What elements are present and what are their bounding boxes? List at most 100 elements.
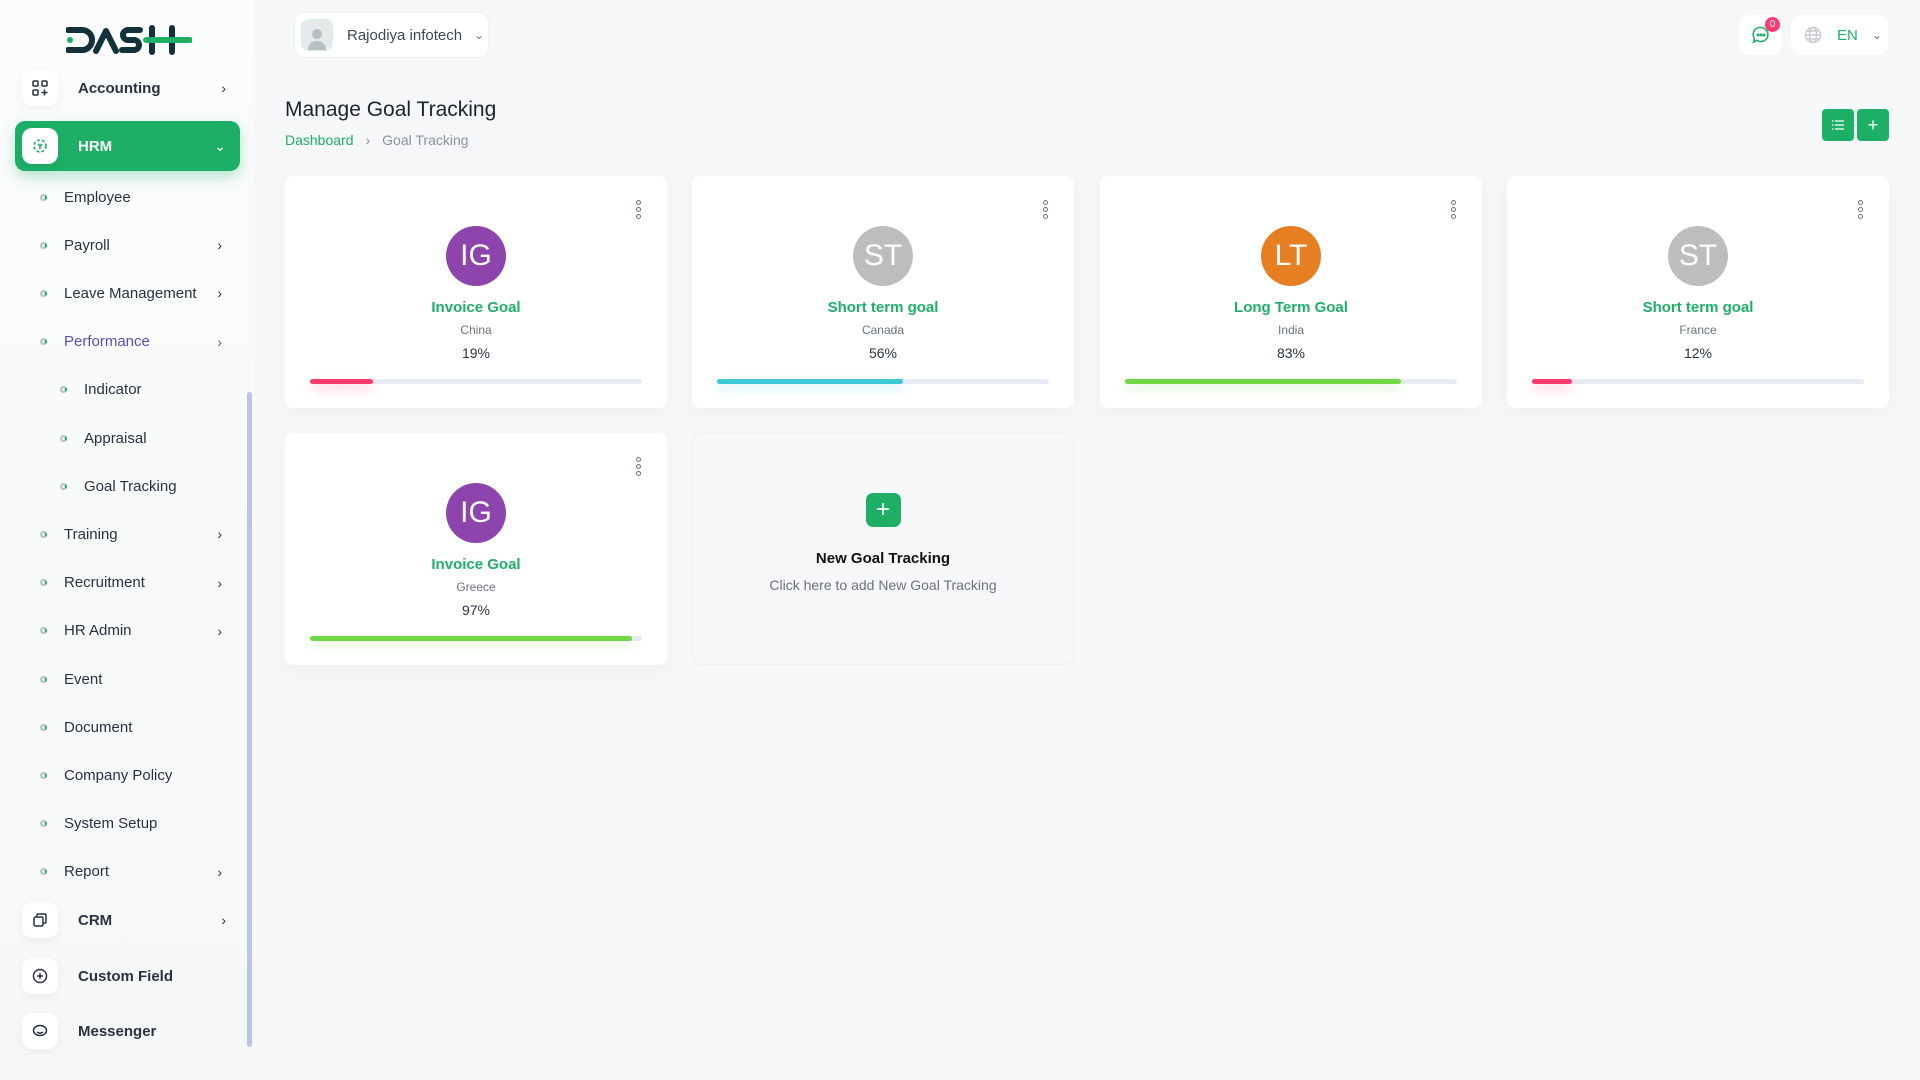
sidebar: Accounting › HRM ⌄ Employee Payroll › Leave…: [0, 0, 255, 1080]
chevron-down-icon: ⌄: [474, 28, 485, 42]
chevron-right-icon: ›: [221, 912, 226, 928]
goal-name[interactable]: Short term goal: [1642, 299, 1754, 316]
goal-avatar: ST: [1668, 226, 1728, 286]
messages-button[interactable]: 0: [1739, 15, 1782, 55]
goal-avatar: LT: [1261, 226, 1321, 286]
progress-bar: [1125, 379, 1457, 384]
goal-name[interactable]: Short term goal: [827, 299, 939, 316]
more-options-icon[interactable]: [635, 457, 641, 476]
chevron-right-icon: ›: [217, 574, 222, 591]
goal-percent: 12%: [1683, 345, 1713, 361]
goal-card[interactable]: ST Short term goal Canada 56%: [692, 176, 1074, 408]
bullet-icon: [40, 675, 47, 683]
goal-card[interactable]: LT Long Term Goal India 83%: [1100, 176, 1482, 408]
more-options-icon[interactable]: [1042, 200, 1048, 219]
sidebar-item-goal-tracking[interactable]: Goal Tracking: [60, 471, 250, 501]
chevron-down-icon: ⌄: [214, 137, 226, 154]
chevron-right-icon: ›: [217, 285, 222, 302]
sidebar-item-employee[interactable]: Employee: [40, 182, 230, 212]
progress-fill: [1532, 379, 1572, 384]
breadcrumb-current: Goal Tracking: [382, 132, 469, 148]
dash-logo[interactable]: [66, 24, 192, 56]
more-options-icon[interactable]: [1450, 200, 1456, 219]
progress-bar: [310, 379, 642, 384]
goal-card[interactable]: IG Invoice Goal China 19%: [285, 176, 667, 408]
new-goal-title: New Goal Tracking: [815, 550, 951, 567]
sidebar-item-accounting[interactable]: Accounting ›: [15, 63, 240, 113]
sidebar-item-custom-field[interactable]: Custom Field: [15, 951, 240, 1001]
chevron-right-icon: ›: [217, 863, 222, 880]
goal-country: Greece: [456, 580, 496, 594]
breadcrumb: Dashboard › Goal Tracking: [285, 132, 469, 148]
sidebar-item-document[interactable]: Document: [40, 712, 230, 742]
chevron-right-icon: ›: [365, 132, 371, 148]
globe-icon: [1804, 26, 1822, 44]
new-goal-subtitle: Click here to add New Goal Tracking: [769, 577, 997, 593]
more-options-icon[interactable]: [1857, 200, 1863, 219]
bullet-icon: [40, 530, 47, 538]
goal-card[interactable]: IG Invoice Goal Greece 97%: [285, 433, 667, 665]
chevron-right-icon: ›: [221, 80, 226, 96]
sidebar-item-performance[interactable]: Performance ›: [40, 327, 230, 357]
goal-name[interactable]: Long Term Goal: [1234, 299, 1348, 316]
progress-bar: [310, 636, 642, 641]
progress-fill: [1125, 379, 1401, 384]
list-view-button[interactable]: [1822, 109, 1854, 141]
sidebar-item-event[interactable]: Event: [40, 664, 230, 694]
grid-plus-icon: [22, 70, 58, 106]
bullet-icon: [40, 723, 47, 731]
goal-name[interactable]: Invoice Goal: [431, 299, 521, 316]
goal-country: India: [1277, 323, 1305, 337]
goal-card[interactable]: ST Short term goal France 12%: [1507, 176, 1889, 408]
goal-percent: 97%: [461, 602, 491, 618]
user-menu[interactable]: Rajodiya infotech ⌄: [294, 12, 489, 58]
progress-fill: [310, 636, 633, 641]
chevron-down-icon: ⌄: [1871, 28, 1882, 42]
sidebar-item-indicator[interactable]: Indicator: [60, 375, 250, 405]
sidebar-item-recruitment[interactable]: Recruitment ›: [40, 568, 230, 598]
sidebar-item-leave-management[interactable]: Leave Management ›: [40, 278, 230, 308]
bullet-icon: [40, 338, 47, 346]
bullet-icon: [40, 241, 47, 249]
sidebar-item-hr-admin[interactable]: HR Admin ›: [40, 616, 230, 646]
chevron-right-icon: ›: [217, 333, 222, 350]
add-goal-plus-button[interactable]: +: [865, 493, 901, 527]
sidebar-item-hrm[interactable]: HRM ⌄: [15, 121, 240, 171]
progress-bar: [717, 379, 1049, 384]
sidebar-item-crm[interactable]: CRM ›: [15, 895, 240, 945]
goal-country: France: [1679, 323, 1717, 337]
chat-icon: [22, 1013, 58, 1049]
sidebar-item-training[interactable]: Training ›: [40, 519, 230, 549]
goal-name[interactable]: Invoice Goal: [431, 556, 521, 573]
more-options-icon[interactable]: [635, 200, 641, 219]
sidebar-item-report[interactable]: Report ›: [40, 857, 230, 887]
sidebar-scrollbar[interactable]: [247, 392, 252, 1047]
bullet-icon: [40, 289, 47, 297]
crm-icon: [22, 902, 58, 938]
bullet-icon: [40, 820, 47, 828]
new-goal-card[interactable]: + New Goal Tracking Click here to add Ne…: [692, 433, 1074, 665]
breadcrumb-dashboard[interactable]: Dashboard: [285, 132, 354, 148]
bullet-icon: [40, 627, 47, 635]
goal-avatar: IG: [446, 226, 506, 286]
goal-percent: 56%: [868, 345, 898, 361]
chevron-right-icon: ›: [217, 622, 222, 639]
plus-icon: +: [1867, 114, 1879, 135]
list-icon: [1832, 120, 1844, 130]
notification-badge: 0: [1765, 17, 1780, 32]
add-goal-button[interactable]: +: [1857, 109, 1889, 141]
progress-fill: [310, 379, 374, 384]
sidebar-item-appraisal[interactable]: Appraisal: [60, 423, 250, 453]
sidebar-item-payroll[interactable]: Payroll ›: [40, 230, 230, 260]
avatar: [301, 19, 333, 51]
sidebar-item-messenger[interactable]: Messenger: [15, 1006, 240, 1056]
language-selector[interactable]: EN ⌄: [1791, 15, 1888, 55]
sidebar-item-company-policy[interactable]: Company Policy: [40, 760, 230, 790]
hrm-icon: [22, 128, 58, 164]
bullet-icon: [40, 193, 47, 201]
chevron-right-icon: ›: [217, 237, 222, 254]
sidebar-item-system-setup[interactable]: System Setup: [40, 809, 230, 839]
bullet-icon: [40, 868, 47, 876]
goal-country: Canada: [861, 323, 905, 337]
goal-avatar: IG: [446, 483, 506, 543]
